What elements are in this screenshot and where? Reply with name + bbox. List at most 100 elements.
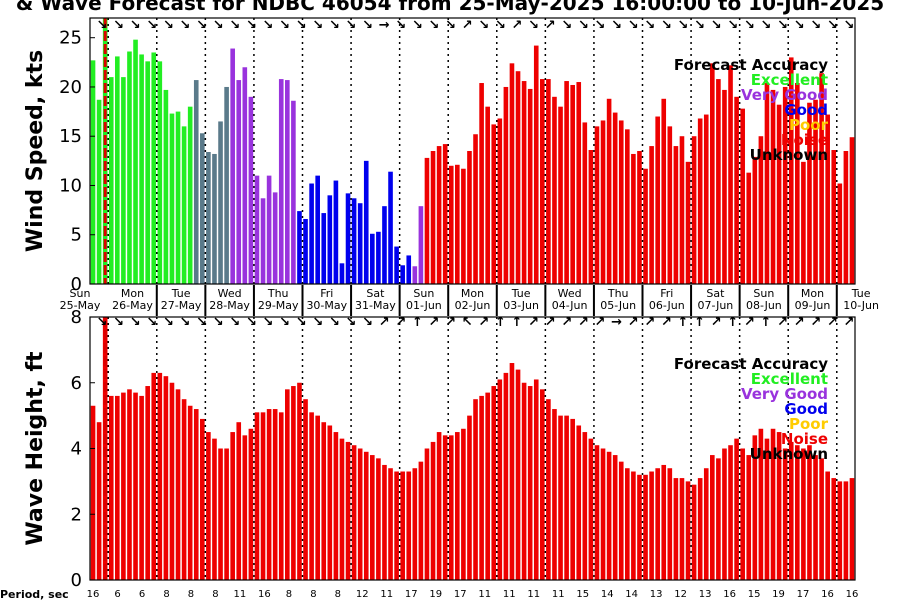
bar <box>315 415 320 581</box>
bar <box>661 464 667 580</box>
bar <box>776 104 782 284</box>
bar <box>291 100 296 284</box>
legend-item: Noise <box>781 131 828 149</box>
legend-item: Poor <box>789 415 829 433</box>
bar <box>740 448 745 580</box>
direction-arrow: ↘ <box>844 18 855 33</box>
bar <box>351 445 357 580</box>
direction-arrow: ↘ <box>694 18 705 33</box>
legend-item: Excellent <box>751 71 828 89</box>
direction-arrow: ↑ <box>694 315 705 330</box>
period-value: 8 <box>163 589 169 600</box>
bar <box>825 471 830 580</box>
bar <box>588 150 594 284</box>
day-of-week-label: Thu <box>267 287 289 300</box>
direction-arrow: ↘ <box>346 18 357 33</box>
bar <box>285 389 290 580</box>
direction-arrow: ↗ <box>379 315 390 330</box>
y-tick-label: 5 <box>71 225 82 246</box>
bar <box>145 61 150 284</box>
bar <box>151 372 157 580</box>
period-value: 8 <box>212 589 218 600</box>
bar <box>181 126 187 285</box>
direction-arrow: ↘ <box>130 18 141 33</box>
bar <box>163 376 169 580</box>
period-value: 17 <box>797 589 810 600</box>
period-value: 11 <box>380 589 393 600</box>
bar <box>115 395 120 580</box>
day-of-week-label: Sat <box>366 287 385 300</box>
bar <box>406 255 412 284</box>
day-of-week-label: Wed <box>218 287 242 300</box>
day-of-week-label: Fri <box>320 287 333 300</box>
bar <box>667 126 673 285</box>
direction-arrow: ↗ <box>777 315 788 330</box>
legend-item: Poor <box>789 116 829 134</box>
period-value: 12 <box>356 589 369 600</box>
period-value: 16 <box>821 589 834 600</box>
bar <box>710 455 715 580</box>
bar <box>801 161 806 284</box>
bar <box>819 458 824 580</box>
date-label: 04-Jun <box>552 299 588 312</box>
bar <box>467 151 472 284</box>
period-value: 16 <box>258 589 271 600</box>
direction-arrow: ↘ <box>412 18 423 33</box>
bar <box>491 124 497 285</box>
bar <box>248 428 254 580</box>
bar <box>315 175 320 284</box>
bar <box>691 484 697 580</box>
bar <box>278 79 284 284</box>
direction-arrow: ↘ <box>561 18 572 33</box>
bar <box>169 113 175 284</box>
bar <box>716 79 721 284</box>
day-of-week-label: Mon <box>121 287 144 300</box>
period-value: 8 <box>310 589 316 600</box>
bar <box>849 137 855 284</box>
bar <box>770 428 776 580</box>
bar <box>461 428 466 580</box>
bar <box>181 399 187 580</box>
bar <box>788 441 794 580</box>
date-label: 28-May <box>209 299 250 312</box>
bar <box>631 153 636 284</box>
y-tick-label: 8 <box>71 307 82 328</box>
bar <box>133 392 138 580</box>
bar <box>376 458 381 580</box>
bar <box>224 86 229 285</box>
bar <box>254 175 260 284</box>
bar <box>96 422 102 580</box>
direction-arrow: ↘ <box>296 315 307 330</box>
bar <box>90 60 96 284</box>
bar <box>303 399 308 580</box>
direction-arrow: ↗ <box>462 18 473 33</box>
bar <box>831 478 837 580</box>
direction-arrow: → <box>611 315 622 330</box>
bar <box>285 80 290 284</box>
legend-item: Excellent <box>751 370 828 388</box>
direction-arrow: ↘ <box>229 18 240 33</box>
bar <box>157 61 163 284</box>
bar <box>339 438 345 580</box>
bar <box>212 438 217 580</box>
date-label: 26-May <box>112 299 153 312</box>
bar <box>533 379 539 580</box>
bar <box>485 392 490 580</box>
direction-arrow: ↘ <box>113 18 124 33</box>
day-of-week-label: Sun <box>753 287 774 300</box>
bar <box>321 213 327 284</box>
direction-arrow: ↘ <box>213 18 224 33</box>
legend-title: Forecast Accuracy <box>674 355 828 373</box>
bar <box>254 412 260 580</box>
bar <box>716 458 721 580</box>
bar <box>515 369 521 580</box>
bar <box>218 448 223 580</box>
bar <box>272 192 278 284</box>
direction-arrow: ↘ <box>445 18 456 33</box>
bar <box>351 198 357 284</box>
direction-arrow: ↑ <box>512 315 523 330</box>
period-value: 14 <box>601 589 614 600</box>
y-tick-label: 6 <box>71 373 82 394</box>
